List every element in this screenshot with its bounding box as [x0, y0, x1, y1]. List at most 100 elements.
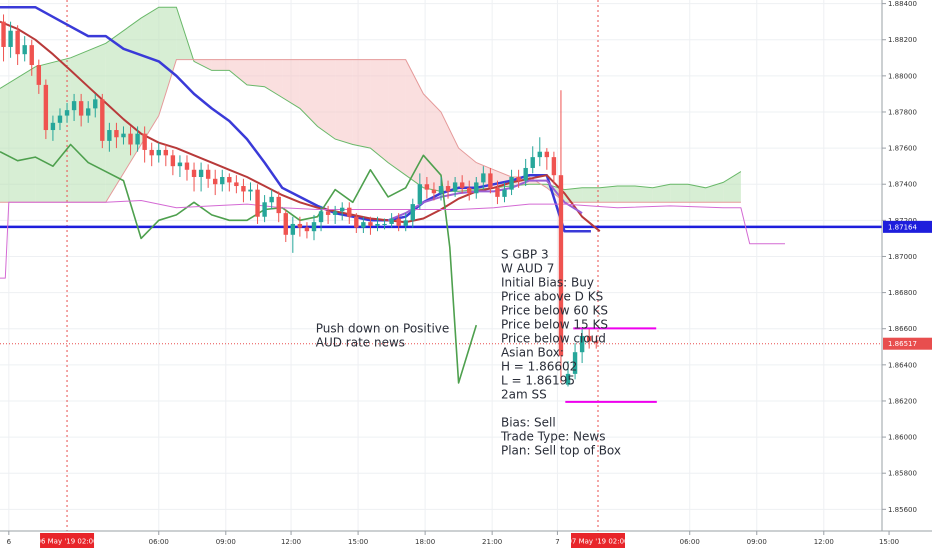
candle-body [290, 223, 296, 235]
candle [184, 155, 190, 181]
x-tick-label: 21:00 [482, 538, 502, 546]
candle-body [220, 177, 225, 185]
candle [227, 173, 232, 192]
candle [220, 169, 225, 192]
candle [424, 177, 430, 199]
candle [36, 59, 42, 94]
candle [311, 214, 317, 241]
candle-body [36, 65, 42, 85]
candle [107, 122, 112, 152]
candle-body [340, 207, 345, 212]
x-tick-label: 7 [555, 538, 559, 546]
candle [544, 148, 550, 170]
candle [410, 198, 415, 228]
cloud-segment [282, 59, 300, 109]
time-tag [40, 533, 95, 548]
candle-body [452, 182, 458, 192]
cloud-segment [211, 59, 230, 71]
candle-body [283, 213, 288, 235]
candle-body [121, 133, 126, 138]
candle-body [537, 151, 542, 158]
candle-body [516, 177, 521, 181]
candle [325, 205, 331, 224]
candle [332, 205, 338, 224]
cloud-segment [617, 186, 635, 203]
candle-body [71, 101, 77, 111]
cloud-segment [582, 187, 600, 203]
cloud-segment [352, 59, 371, 149]
price-tag-label: 1.86517 [888, 340, 917, 348]
candle-body [481, 173, 486, 183]
candle [558, 90, 564, 383]
candle [213, 169, 218, 196]
y-tick-label: 1.86000 [888, 434, 917, 442]
candle-body [459, 182, 465, 188]
candle-body [572, 352, 578, 374]
candle [43, 79, 49, 140]
grid [0, 0, 890, 531]
candle-body [29, 45, 34, 66]
candle-body [234, 182, 239, 187]
candle [177, 155, 183, 177]
x-tick-label: 09:00 [216, 538, 236, 546]
candle [128, 126, 133, 156]
candle-body [495, 187, 500, 197]
candle-body [523, 167, 528, 181]
trade-plan-line: Price above D KS [501, 289, 603, 303]
cloud-segment [229, 59, 247, 85]
trade-plan-line: Price below 15 KS [501, 317, 608, 331]
cloud-segment [458, 148, 477, 192]
candle [572, 343, 578, 380]
candle [445, 180, 451, 199]
candle [361, 216, 366, 233]
x-tick-label: 12:00 [281, 538, 301, 546]
cloud-segment [0, 66, 36, 203]
news-note-line: AUD rate news [316, 335, 405, 349]
candle-body [156, 149, 161, 156]
cloud-segment [299, 59, 318, 127]
candle-body [198, 169, 204, 177]
y-tick-label: 1.86400 [888, 361, 917, 369]
candle-body [431, 189, 437, 194]
candle-body [565, 373, 571, 385]
candle-body [502, 189, 507, 197]
candle [57, 108, 63, 131]
candle [121, 126, 126, 145]
cloud-segment [264, 59, 283, 98]
trade-plan-line: L = 1.86195 [501, 373, 575, 387]
candle-body [50, 122, 56, 131]
cloud-segment [688, 184, 706, 203]
candle [205, 164, 211, 188]
candle [438, 177, 444, 201]
trade-plan-line: Bias: Sell [501, 415, 556, 429]
asian-box [565, 327, 657, 403]
ichimoku-cloud [0, 6, 742, 203]
candle [340, 202, 345, 221]
candle-body [78, 101, 84, 116]
candle-body [86, 108, 91, 116]
candle-body [551, 157, 557, 176]
candle-body [332, 211, 338, 215]
y-tick-label: 1.88400 [888, 0, 917, 8]
candle [135, 126, 140, 152]
price-tag [883, 337, 932, 350]
indicator-line [0, 143, 478, 384]
cloud-segment [599, 186, 618, 203]
candle-body [325, 211, 331, 215]
candle-body [255, 189, 260, 217]
candle [191, 162, 197, 192]
candle-body [184, 162, 190, 170]
trade-plan-line: W AUD 7 [501, 261, 554, 275]
cloud-segment [405, 59, 424, 188]
candle-body [213, 178, 218, 185]
candle [170, 149, 176, 176]
candle-body [64, 110, 70, 116]
candle-body [396, 218, 401, 226]
x-tick-label: 12:00 [814, 538, 834, 546]
candle [269, 189, 274, 210]
trade-plan-line: Plan: Sell top of Box [501, 443, 621, 457]
candle [488, 167, 493, 194]
